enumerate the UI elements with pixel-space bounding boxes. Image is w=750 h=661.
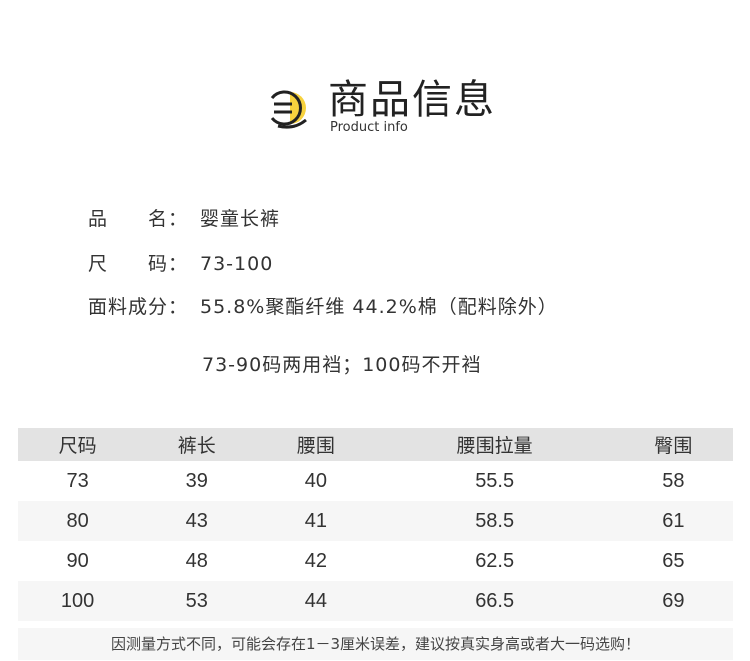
- header-cell: 腰围: [256, 428, 376, 461]
- crotch-note: 73-90码两用裆；100码不开裆: [202, 354, 482, 376]
- table-cell: 55.5: [475, 469, 515, 492]
- info-size: 尺 码： 73-100: [88, 253, 274, 275]
- info-name: 品 名： 婴童长裤: [88, 208, 281, 230]
- section-title: 商品信息: [328, 77, 496, 123]
- header-cell: 腰围拉量: [375, 428, 614, 461]
- document-list-icon: [270, 90, 307, 129]
- table-cell: 58.5: [375, 501, 614, 541]
- table-row: 80 43 41 58.5 61: [18, 501, 733, 541]
- table-cell: 90: [66, 549, 89, 572]
- table-row: 100 53 44 66.5 69: [18, 581, 733, 621]
- table-cell: 43: [137, 501, 257, 541]
- table-cell: 53: [137, 581, 257, 621]
- header-cell: 尺码: [18, 428, 138, 461]
- table-cell: 41: [256, 501, 376, 541]
- table-cell: 73: [66, 469, 89, 492]
- size-table: 尺码 裤长 腰围 腰围拉量 臀围 73 39 40 55.5 58 80 43 41 58.5 6…: [18, 428, 733, 621]
- table-cell: 39: [185, 469, 208, 492]
- table-cell: 65: [662, 549, 685, 572]
- section-subtitle: Product info: [330, 120, 408, 135]
- header-cell: 臀围: [613, 428, 733, 461]
- section-header: 商品信息 Product info: [262, 76, 522, 140]
- table-cell: 58: [662, 469, 685, 492]
- table-header-row: 尺码 裤长 腰围 腰围拉量 臀围: [18, 428, 733, 461]
- table-row: 90 48 42 62.5 65: [18, 541, 733, 581]
- table-cell: 80: [18, 501, 138, 541]
- table-cell: 100: [18, 581, 138, 621]
- info-fabric: 面料成分： 55.8%聚酯纤维 44.2%棉（配料除外）: [88, 296, 558, 318]
- table-cell: 48: [185, 549, 208, 572]
- table-cell: 61: [613, 501, 733, 541]
- table-cell: 40: [304, 469, 328, 492]
- table-cell: 62.5: [475, 549, 515, 572]
- header-cell: 裤长: [137, 428, 257, 461]
- table-cell: 69: [613, 581, 733, 621]
- table-cell: 42: [304, 549, 328, 572]
- table-cell: 44: [256, 581, 376, 621]
- table-cell: 66.5: [375, 581, 614, 621]
- footnote: 因测量方式不同，可能会存在1－3厘米误差，建议按真实身高或者大一码选购！: [18, 628, 733, 660]
- table-row: 73 39 40 55.5 58: [18, 461, 733, 501]
